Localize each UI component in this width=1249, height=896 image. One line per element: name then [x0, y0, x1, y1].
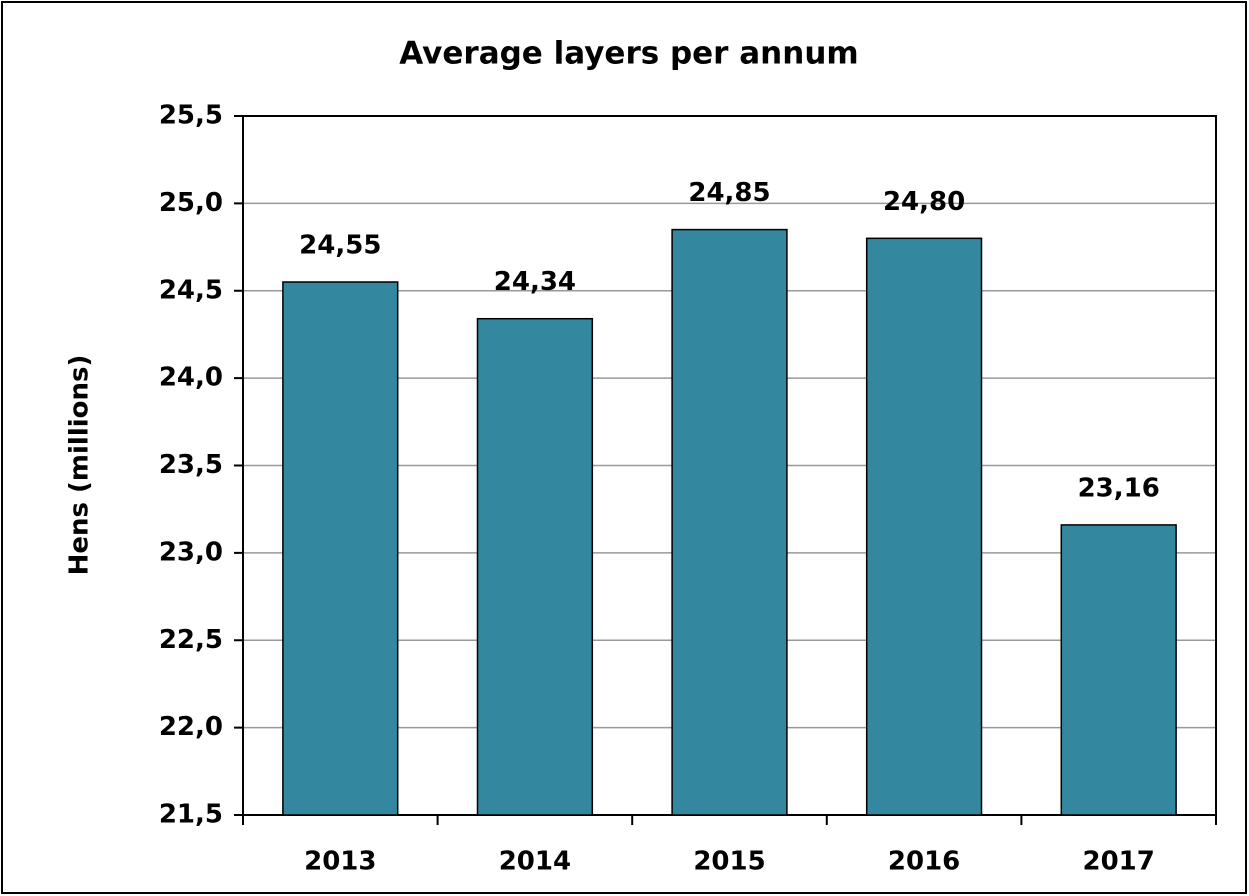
- y-tick-label: 25,5: [159, 101, 223, 131]
- y-axis-label: Hens (millions): [65, 355, 95, 576]
- x-tick-label: 2017: [1083, 847, 1155, 877]
- y-tick-label: 22,0: [159, 712, 223, 742]
- bar: [865, 237, 983, 816]
- x-tick-label: 2013: [304, 847, 376, 877]
- y-tick-label: 23,5: [159, 450, 223, 480]
- value-label: 24,80: [883, 187, 965, 217]
- value-label: 24,34: [494, 267, 576, 297]
- bar: [1060, 524, 1177, 816]
- x-tick-label: 2015: [693, 847, 765, 877]
- value-label: 24,55: [299, 231, 381, 261]
- bar: [282, 281, 399, 816]
- y-tick-label: 22,5: [159, 625, 223, 655]
- y-tick-label: 24,0: [159, 363, 223, 393]
- y-tick-label: 23,0: [159, 537, 223, 567]
- y-tick-label: 21,5: [159, 800, 223, 830]
- value-label: 23,16: [1078, 473, 1160, 503]
- x-tick-label: 2014: [499, 847, 571, 877]
- chart-title: Average layers per annum: [399, 36, 858, 72]
- bar: [476, 317, 594, 816]
- y-tick-label: 24,5: [159, 275, 223, 305]
- x-tick-label: 2016: [888, 847, 960, 877]
- value-label: 24,85: [688, 178, 770, 208]
- bar: [671, 228, 788, 816]
- y-tick-label: 25,0: [159, 188, 223, 218]
